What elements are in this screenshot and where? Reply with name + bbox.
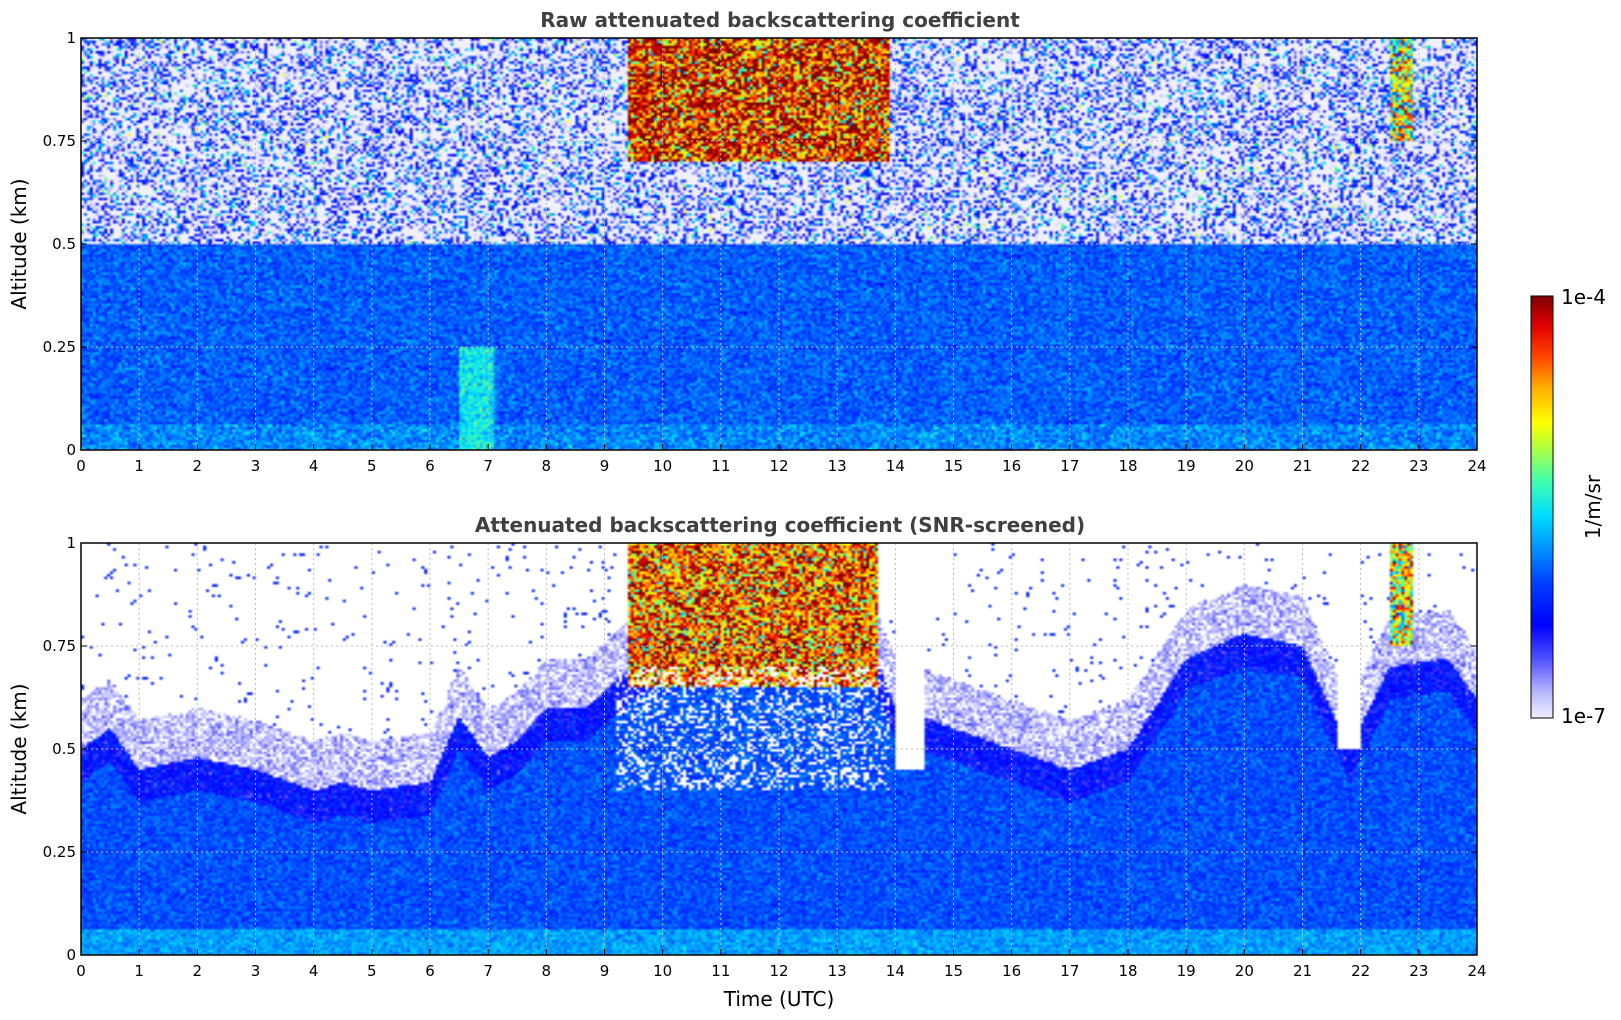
x-tick-label: 21 (1293, 457, 1312, 475)
x-tick-label: 0 (76, 962, 86, 980)
colorbar-min-label: 1e-7 (1561, 704, 1606, 728)
x-tick-label: 24 (1467, 457, 1486, 475)
y-tick-label: 0.75 (43, 132, 76, 150)
colorbar-max-label: 1e-4 (1561, 285, 1606, 309)
x-tick-label: 19 (1177, 962, 1196, 980)
panel-raw-grid (81, 38, 1477, 450)
x-tick-label: 14 (886, 457, 905, 475)
x-tick-label: 15 (944, 962, 963, 980)
x-tick-label: 16 (1002, 962, 1021, 980)
x-tick-label: 2 (193, 457, 203, 475)
x-tick-label: 10 (653, 457, 672, 475)
x-tick-label: 6 (425, 457, 435, 475)
x-tick-label: 23 (1409, 457, 1428, 475)
x-tick-label: 18 (1118, 962, 1137, 980)
x-tick-label: 17 (1060, 457, 1079, 475)
x-tick-label: 18 (1118, 457, 1137, 475)
y-tick-label: 0 (66, 946, 76, 964)
x-tick-label: 7 (483, 962, 493, 980)
x-tick-label: 10 (653, 962, 672, 980)
x-tick-label: 13 (828, 457, 847, 475)
x-tick-label: 6 (425, 962, 435, 980)
y-tick-label: 0.25 (43, 843, 76, 861)
panel-screened-xlabel: Time (UTC) (723, 987, 835, 1011)
x-tick-label: 15 (944, 457, 963, 475)
x-tick-label: 22 (1351, 962, 1370, 980)
panel-raw: Raw attenuated backscattering coefficien… (7, 8, 1487, 475)
x-tick-label: 3 (251, 457, 261, 475)
x-tick-label: 16 (1002, 457, 1021, 475)
x-tick-label: 17 (1060, 962, 1079, 980)
x-tick-label: 5 (367, 457, 377, 475)
x-tick-label: 9 (600, 962, 610, 980)
x-tick-label: 12 (769, 457, 788, 475)
x-tick-label: 14 (886, 962, 905, 980)
panel-raw-title: Raw attenuated backscattering coefficien… (540, 8, 1020, 32)
y-tick-label: 0.25 (43, 338, 76, 356)
y-tick-label: 0.5 (52, 740, 76, 758)
x-tick-label: 4 (309, 962, 319, 980)
x-tick-label: 1 (134, 457, 144, 475)
x-tick-label: 0 (76, 457, 86, 475)
panel-raw-ylabel: Altitude (km) (7, 178, 31, 309)
panel-screened: Attenuated backscattering coefficient (S… (7, 513, 1487, 1011)
y-tick-label: 0 (66, 441, 76, 459)
colorbar: 1e-4 1e-7 1/m/sr (1530, 285, 1606, 728)
x-tick-label: 4 (309, 457, 319, 475)
y-tick-label: 0.5 (52, 235, 76, 253)
y-tick-label: 1 (66, 29, 76, 47)
panel-screened-grid (81, 543, 1477, 955)
x-tick-label: 21 (1293, 962, 1312, 980)
colorbar-label: 1/m/sr (1581, 474, 1605, 539)
panel-screened-ticks: 0 1 2 3 4 5 6 7 8 9 10 11 12 13 14 15 16 17 18 19 20 21 22 23 24… (43, 534, 1487, 980)
panel-raw-ticks: 0 1 2 3 4 5 6 7 8 9 10 11 12 13 14 15 16 17 18 19 20 21 22 23 24… (43, 29, 1487, 475)
panel-screened-ylabel: Altitude (km) (7, 683, 31, 814)
panel-screened-title: Attenuated backscattering coefficient (S… (475, 513, 1085, 537)
x-tick-label: 8 (542, 962, 552, 980)
y-tick-label: 1 (66, 534, 76, 552)
x-tick-label: 12 (769, 962, 788, 980)
x-tick-label: 2 (193, 962, 203, 980)
x-tick-label: 5 (367, 962, 377, 980)
x-tick-label: 23 (1409, 962, 1428, 980)
x-tick-label: 11 (711, 962, 730, 980)
x-tick-label: 24 (1467, 962, 1486, 980)
x-tick-label: 19 (1177, 457, 1196, 475)
x-tick-label: 9 (600, 457, 610, 475)
x-tick-label: 20 (1235, 457, 1254, 475)
x-tick-label: 8 (542, 457, 552, 475)
x-tick-label: 22 (1351, 457, 1370, 475)
colorbar-gradient (1530, 295, 1554, 719)
y-tick-label: 0.75 (43, 637, 76, 655)
x-tick-label: 7 (483, 457, 493, 475)
x-tick-label: 3 (251, 962, 261, 980)
x-tick-label: 20 (1235, 962, 1254, 980)
x-tick-label: 11 (711, 457, 730, 475)
x-tick-label: 1 (134, 962, 144, 980)
x-tick-label: 13 (828, 962, 847, 980)
